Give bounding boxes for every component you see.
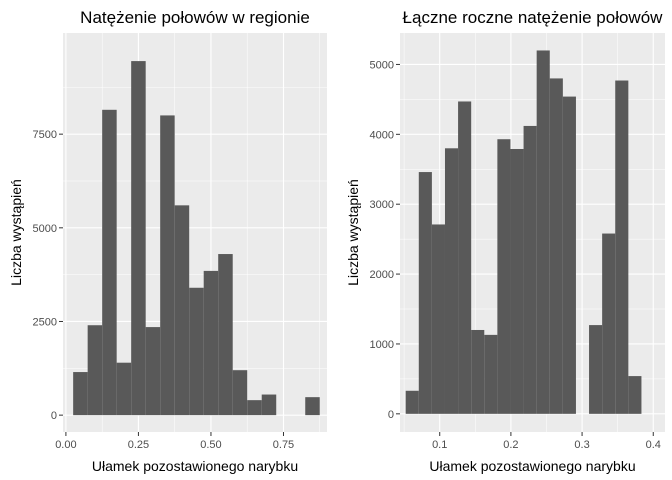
y-tick-label: 5000: [33, 223, 57, 235]
x-tick-label: 0.3: [574, 439, 589, 451]
x-axis-title: Ułamek pozostawionego narybku: [429, 458, 635, 474]
histogram-panel-left: 0.00 0.25 0.50 0.75 0 2500 5000 7500 Natężenie…: [8, 8, 327, 474]
y-tick-label: 2500: [33, 316, 57, 328]
histogram-bar: [471, 329, 485, 414]
histogram-bar: [116, 362, 132, 416]
chart-title: Natężenie połowów w regionie: [80, 8, 310, 27]
histogram-bar: [628, 376, 642, 414]
histogram-bar: [174, 205, 190, 416]
histogram-bar: [615, 80, 629, 414]
histogram-bar: [497, 139, 511, 414]
y-tick-label: 5000: [370, 59, 394, 71]
y-axis-ticks: 0 2500 5000 7500: [33, 129, 63, 422]
histogram-bar: [305, 397, 320, 416]
x-tick-label: 0.2: [503, 439, 518, 451]
x-tick-label: 0.1: [432, 439, 447, 451]
histogram-bar: [405, 390, 419, 414]
y-tick-label: 2000: [370, 269, 394, 281]
y-tick-label: 7500: [33, 129, 57, 141]
histogram-bar: [431, 224, 445, 414]
y-axis-ticks: 0 1000 2000 3000 4000 5000: [370, 59, 400, 421]
y-tick-label: 0: [51, 410, 57, 422]
y-tick-label: 3000: [370, 199, 394, 211]
x-axis-title: Ułamek pozostawionego narybku: [92, 458, 298, 474]
x-axis-ticks: 0.00 0.25 0.50 0.75: [55, 432, 294, 451]
histogram-bar: [232, 370, 248, 416]
y-tick-label: 4000: [370, 129, 394, 141]
histogram-bars: [405, 50, 642, 414]
histogram-bar: [145, 327, 161, 416]
histogram-bar: [247, 400, 262, 416]
histogram-bar: [218, 254, 233, 416]
histogram-bar: [73, 372, 88, 416]
histogram-bar: [131, 61, 146, 416]
x-tick-label: 0.25: [128, 439, 149, 451]
y-axis-title: Liczba wystąpień: [345, 179, 361, 286]
x-tick-label: 0.75: [273, 439, 294, 451]
chart-title: Łączne roczne natężenie połowów: [403, 8, 664, 27]
histogram-bar: [203, 270, 219, 416]
histogram-bar: [458, 101, 472, 414]
histogram-bar: [418, 172, 432, 414]
histogram-bar: [589, 325, 603, 414]
x-tick-label: 0.50: [200, 439, 221, 451]
histogram-bar: [510, 148, 524, 414]
histogram-bars: [73, 61, 320, 416]
x-tick-label: 0.00: [55, 439, 76, 451]
histogram-bar: [261, 394, 277, 416]
x-axis-ticks: 0.1 0.2 0.3 0.4: [432, 432, 661, 451]
histogram-bar: [189, 287, 204, 416]
histogram-bar: [549, 78, 563, 414]
histogram-bar: [102, 109, 117, 416]
histogram-bar: [602, 233, 616, 414]
y-axis-title: Liczba wystąpień: [8, 179, 24, 286]
histogram-bar: [160, 115, 175, 416]
histogram-bar: [562, 96, 576, 414]
y-tick-label: 1000: [370, 339, 394, 351]
y-tick-label: 0: [388, 409, 394, 421]
histogram-bar: [87, 325, 103, 416]
histogram-bar: [536, 50, 550, 414]
histogram-bar: [523, 125, 537, 414]
histogram-bar: [484, 334, 498, 414]
histogram-bar: [444, 148, 459, 414]
x-tick-label: 0.4: [646, 439, 661, 451]
histogram-panel-right: 0.1 0.2 0.3 0.4 0 1000 2000 3000 4000 5000 Łączn…: [345, 8, 665, 474]
